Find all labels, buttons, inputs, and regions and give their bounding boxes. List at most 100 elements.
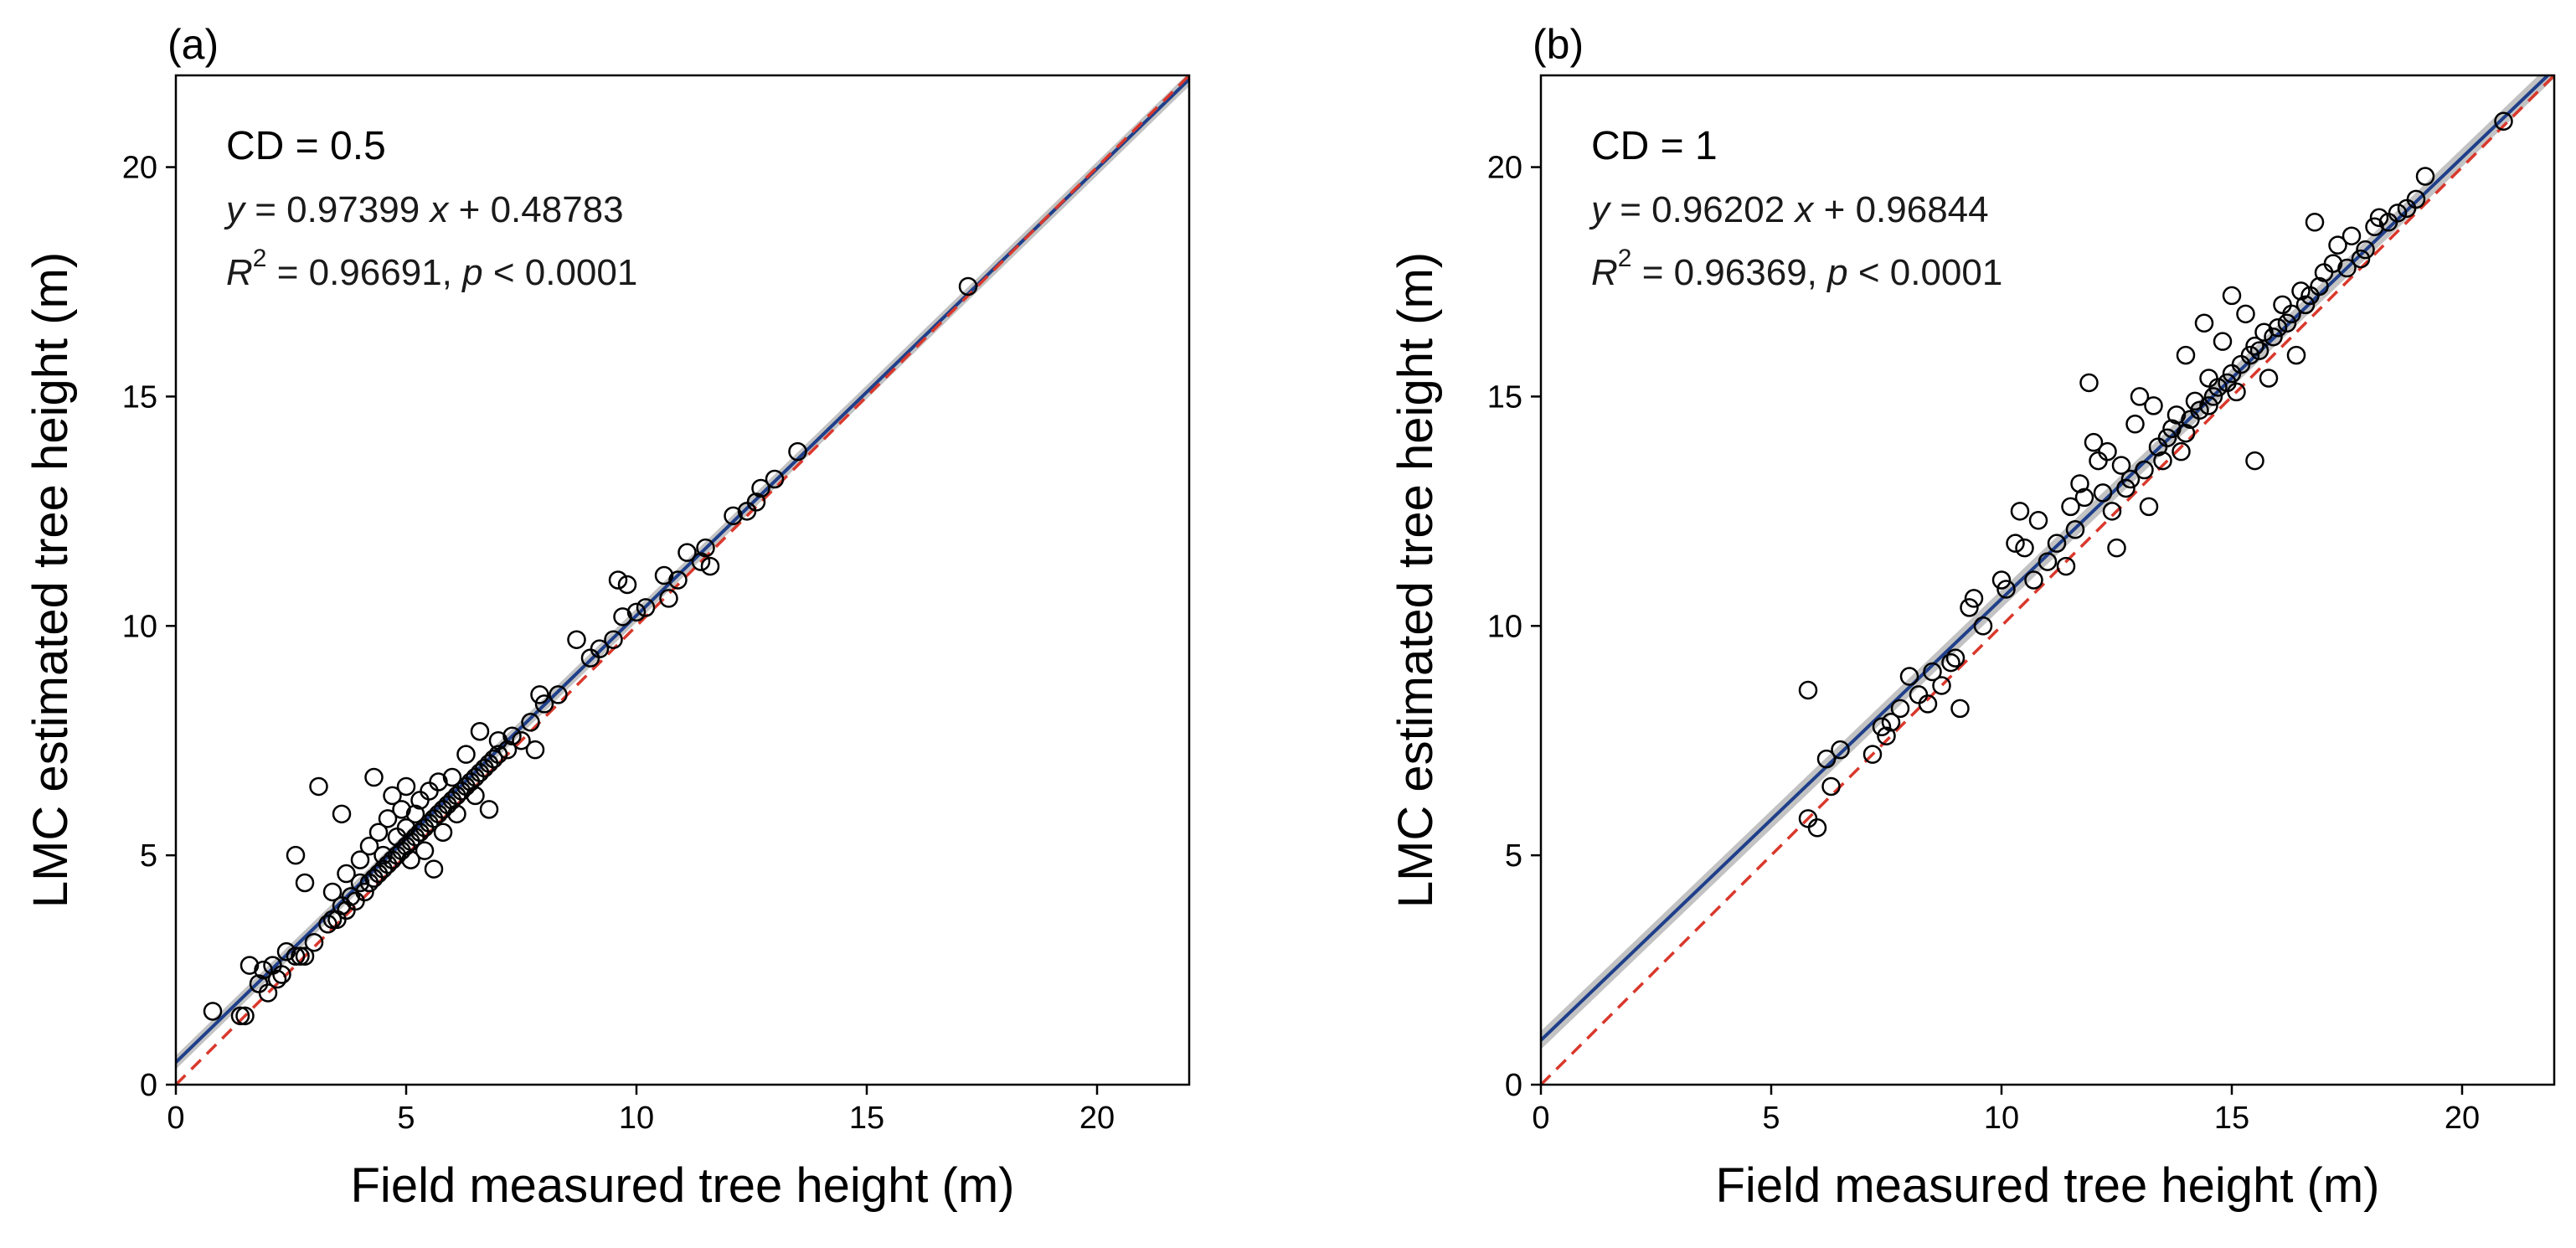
eq-intercept: + 0.96844 (1813, 189, 1988, 230)
data-point (1798, 680, 1818, 700)
data-point (746, 492, 766, 512)
x-axis-label: Field measured tree height (m) (351, 1158, 1015, 1213)
data-point (309, 776, 328, 797)
data-point (235, 1006, 255, 1026)
data-point (2245, 336, 2264, 356)
data-point (1862, 745, 1883, 764)
data-point (534, 694, 554, 714)
data-point (2157, 428, 2177, 447)
y-tick-label: 20 (1487, 151, 1522, 186)
data-point (2098, 441, 2117, 462)
data-point (2056, 556, 2076, 576)
data-point (2356, 240, 2375, 260)
data-point (479, 800, 499, 819)
p-letter: p (461, 252, 482, 293)
data-point (396, 776, 416, 797)
data-point (2065, 520, 2085, 539)
data-point (2415, 167, 2435, 186)
data-point (424, 859, 444, 879)
data-point (488, 745, 508, 764)
data-point (512, 730, 531, 750)
data-point (530, 685, 549, 704)
data-point (2006, 534, 2025, 553)
eq-slope: = 0.96202 (1610, 189, 1795, 230)
data-point (1890, 699, 1910, 719)
data-point (1881, 713, 1901, 732)
data-point (765, 469, 785, 489)
data-point (1807, 818, 1827, 838)
data-point (1945, 648, 1965, 668)
data-point (322, 882, 343, 902)
data-point (1831, 740, 1850, 760)
data-point (668, 570, 688, 590)
data-point (272, 965, 291, 984)
data-point (2203, 387, 2223, 406)
r-letter: R (1591, 252, 1618, 293)
data-point (254, 960, 273, 980)
x-tick-label: 20 (2445, 1101, 2480, 1136)
data-point (337, 864, 356, 884)
confidence-band (1541, 75, 2554, 1049)
data-point (608, 570, 628, 590)
data-point (2038, 552, 2058, 571)
plot-content (1541, 75, 2554, 1085)
r-superscript: 2 (1618, 245, 1632, 272)
data-point (2185, 391, 2205, 411)
cd-annotation: CD = 1 (1591, 124, 1718, 168)
data-point (258, 983, 278, 1003)
data-point (2190, 400, 2209, 420)
x-tick-label: 15 (849, 1101, 884, 1136)
data-point (350, 873, 370, 893)
r-squared-text: R2 = 0.96691, p < 0.0001 (226, 245, 637, 293)
data-point (604, 630, 623, 649)
data-point (2494, 111, 2513, 132)
data-point (2176, 423, 2196, 443)
x-tick-label: 20 (1079, 1101, 1115, 1136)
data-point (405, 804, 425, 824)
r-superscript: 2 (253, 245, 267, 272)
data-point (2328, 235, 2347, 255)
data-point (567, 630, 586, 649)
data-point (2028, 511, 2048, 530)
data-point (751, 478, 770, 498)
data-point (2093, 483, 2113, 503)
data-point (1923, 662, 1942, 682)
plot-frame (1539, 74, 2556, 1086)
y-tick-label: 15 (1487, 379, 1522, 415)
data-point (2213, 332, 2233, 351)
data-point (654, 565, 674, 585)
data-point (2047, 534, 2067, 553)
data-point (1973, 616, 1993, 636)
x-tick-label: 0 (1532, 1101, 1549, 1136)
data-point (2236, 304, 2255, 324)
data-point (2172, 441, 2191, 462)
data-point (1872, 717, 1892, 737)
y-tick-label: 5 (1505, 838, 1522, 874)
data-point (1996, 580, 2016, 599)
data-point (470, 722, 490, 741)
data-point (2084, 432, 2104, 452)
data-point (2388, 204, 2408, 223)
data-point (1991, 570, 2012, 590)
data-point (240, 956, 260, 975)
data-point (2310, 276, 2329, 297)
eq-y: y (1589, 189, 1612, 230)
data-point (2264, 327, 2283, 347)
data-point (2166, 405, 2187, 425)
data-point (2208, 378, 2228, 397)
data-point (447, 804, 466, 824)
data-point (2286, 345, 2306, 365)
data-point (359, 836, 379, 856)
data-point (1899, 667, 1919, 686)
x-tick-label: 10 (1984, 1101, 2019, 1136)
data-point (659, 589, 678, 608)
data-point (1960, 598, 1979, 617)
data-point (2144, 396, 2163, 415)
data-point (502, 726, 522, 745)
data-point (378, 809, 398, 828)
data-point (2116, 478, 2136, 498)
data-point (383, 786, 402, 806)
data-point (286, 845, 306, 865)
data-point (521, 713, 540, 732)
data-point (466, 786, 485, 806)
